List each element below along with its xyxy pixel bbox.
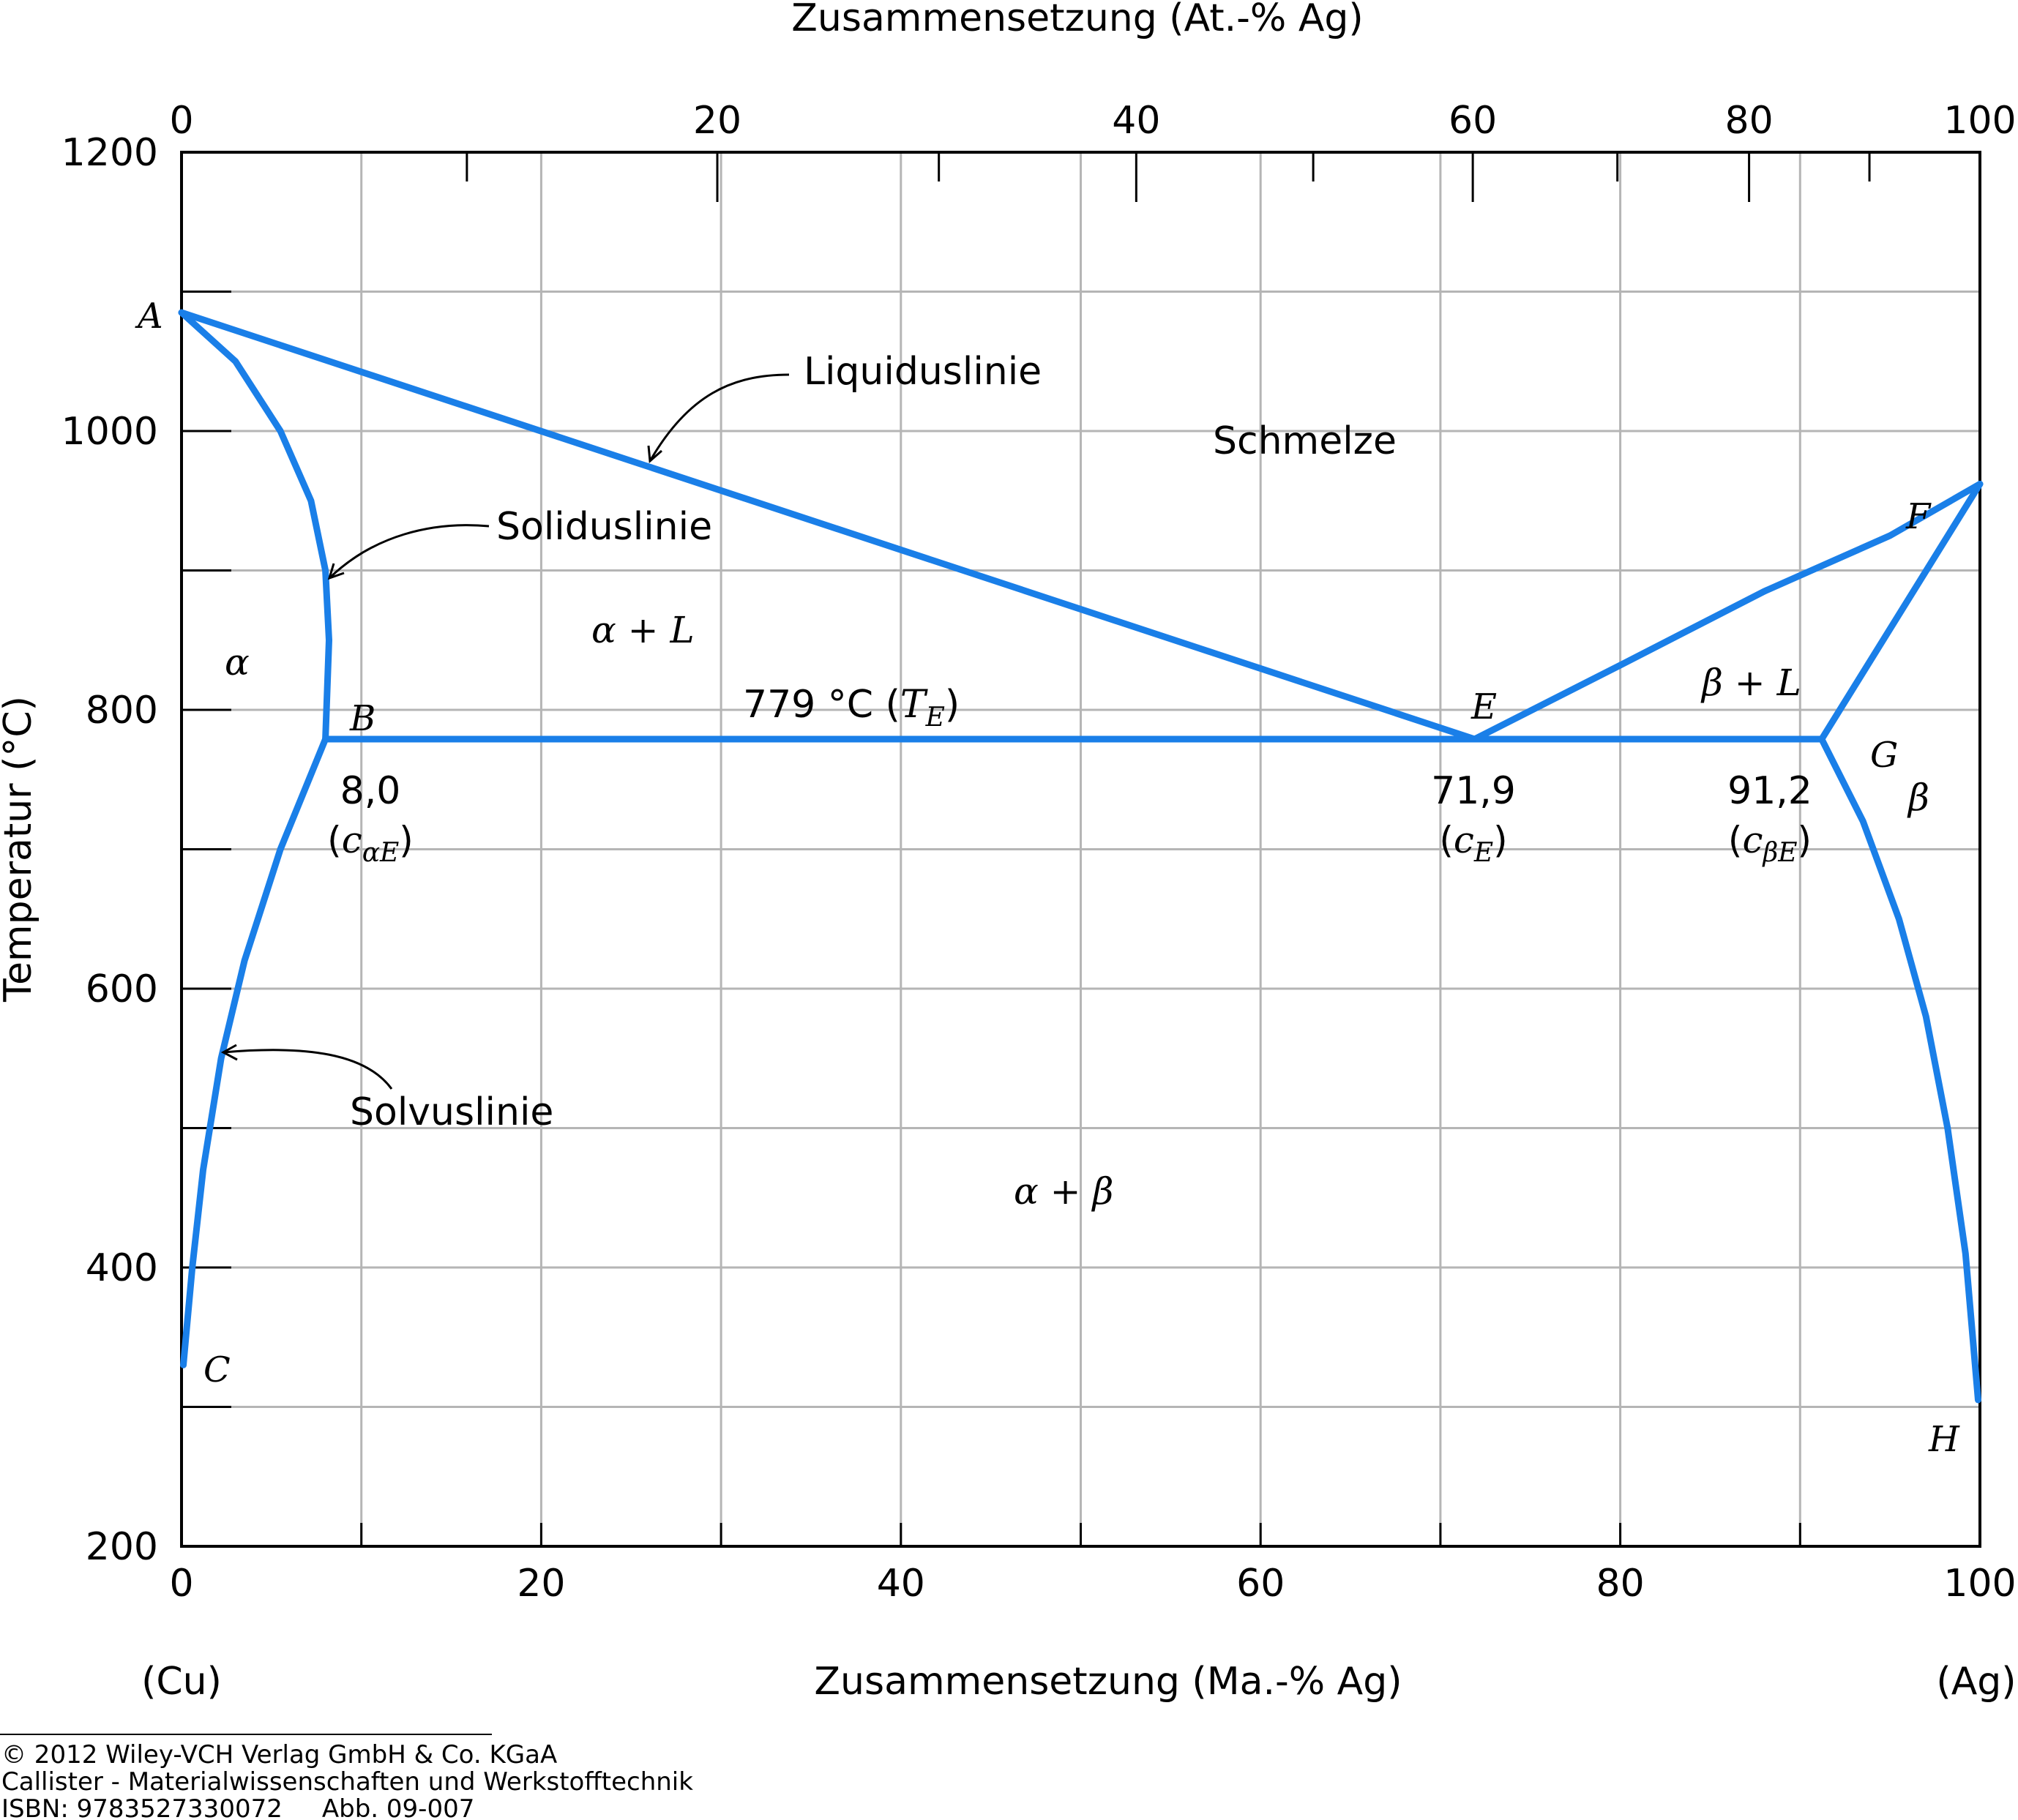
liquidus-pointer-arrow bbox=[649, 373, 790, 462]
composition-symbol-beta-letter: c bbox=[1742, 819, 1763, 861]
solidus-pointer-arrowhead bbox=[327, 563, 345, 580]
composition-symbol-alpha-subscript: αE bbox=[362, 838, 400, 868]
point-label-e: E bbox=[1470, 686, 1497, 727]
x-tick-label-0: 0 bbox=[169, 1562, 193, 1606]
region-label-alpha-liquid: α + L bbox=[591, 609, 695, 651]
composition-symbol-alpha: (cαE) bbox=[327, 819, 414, 868]
x2-tick-label-0: 0 bbox=[169, 99, 193, 143]
x-axis-title: Zusammensetzung (Ma.-% Ag) bbox=[814, 1660, 1402, 1704]
x-tick-label-40: 40 bbox=[877, 1562, 925, 1606]
x-tick-label-60: 60 bbox=[1236, 1562, 1285, 1606]
region-label-beta-liquid: β + L bbox=[1700, 662, 1801, 704]
eutectic-temperature-close-paren: ) bbox=[945, 683, 960, 727]
x2-tick-label-80: 80 bbox=[1724, 99, 1773, 143]
eutectic-temperature-label: 779 °C (TE) bbox=[743, 683, 960, 733]
point-label-g: G bbox=[1870, 735, 1898, 776]
line-label-solidus: Soliduslinie bbox=[496, 505, 712, 549]
x-end-label-cu: (Cu) bbox=[141, 1660, 222, 1704]
liquidus-pointer-arrowhead bbox=[647, 445, 662, 464]
grid-layer bbox=[182, 152, 1980, 1546]
eutectic-temperature-open-paren: ( bbox=[873, 683, 900, 727]
phase-line-liquiduslinie-0 bbox=[178, 309, 1479, 743]
phase-line-solvuslinie-6 bbox=[1818, 735, 1981, 1404]
point-label-b: B bbox=[349, 698, 375, 739]
eutectic-temperature-value: 779 °C bbox=[743, 683, 873, 727]
series-layer bbox=[178, 309, 1984, 1404]
phase-line-soliduslinie-2 bbox=[178, 309, 332, 743]
region-label-alpha: α bbox=[225, 641, 250, 684]
solidus-pointer-arrow bbox=[328, 524, 490, 580]
eutectic-temperature-subscript: E bbox=[925, 703, 945, 733]
phase-line-liquiduslinie-1 bbox=[1471, 480, 1984, 743]
composition-symbol-alpha-letter: c bbox=[342, 819, 362, 861]
top-axis-title: Zusammensetzung (At.-% Ag) bbox=[791, 0, 1363, 40]
x2-tick-label-100: 100 bbox=[1943, 99, 2016, 143]
x-end-label-ag: (Ag) bbox=[1936, 1660, 2016, 1704]
credits-line-1: © 2012 Wiley-VCH Verlag GmbH & Co. KGaA bbox=[1, 1740, 557, 1770]
y-tick-label-1200: 1200 bbox=[61, 131, 158, 175]
composition-value-eutectic: 71,9 bbox=[1431, 769, 1516, 813]
line-label-solvus: Solvuslinie bbox=[350, 1090, 553, 1134]
x2-tick-label-40: 40 bbox=[1112, 99, 1160, 143]
tick-label-layer: 0 20 40 60 80 1000 20 40 60 80 1002004006008001000… bbox=[61, 99, 2017, 1606]
phase-line-solvuslinie-5 bbox=[180, 735, 329, 1368]
tick-layer bbox=[182, 152, 1871, 1546]
region-label-liquid: Schmelze bbox=[1213, 419, 1397, 463]
y-tick-label-600: 600 bbox=[86, 967, 158, 1011]
x-tick-label-100: 100 bbox=[1943, 1562, 2016, 1606]
composition-symbol-eutectic: (cE) bbox=[1439, 819, 1507, 868]
credits-line-2: Callister - Materialwissenschaften und W… bbox=[1, 1767, 693, 1797]
region-label-beta: β bbox=[1907, 776, 1929, 819]
x-tick-label-80: 80 bbox=[1596, 1562, 1645, 1606]
composition-symbol-eutectic-subscript: E bbox=[1473, 838, 1493, 868]
x2-tick-label-20: 20 bbox=[693, 99, 741, 143]
eutectic-temperature-symbol: T bbox=[900, 683, 928, 727]
point-label-a: A bbox=[135, 296, 163, 337]
point-label-h: H bbox=[1928, 1419, 1960, 1460]
x-tick-label-20: 20 bbox=[517, 1562, 565, 1606]
composition-value-beta: 91,2 bbox=[1727, 769, 1812, 813]
point-label-f: F bbox=[1905, 496, 1932, 537]
y-tick-label-400: 400 bbox=[86, 1246, 158, 1290]
phase-line-soliduslinie-3 bbox=[1818, 480, 1984, 743]
credits-line-3: ISBN: 9783527330072 Abb. 09-007 bbox=[1, 1794, 474, 1820]
y-tick-label-800: 800 bbox=[86, 689, 158, 733]
solvus-pointer-arrow bbox=[223, 1049, 393, 1090]
composition-symbol-beta-subscript: βE bbox=[1761, 838, 1797, 868]
line-label-liquidus: Liquiduslinie bbox=[804, 350, 1042, 394]
y-tick-label-1000: 1000 bbox=[61, 410, 158, 454]
region-label-alpha-beta: α + β bbox=[1014, 1170, 1113, 1213]
composition-value-alpha: 8,0 bbox=[340, 769, 401, 813]
point-label-c: C bbox=[203, 1349, 231, 1390]
composition-symbol-beta: (cβE) bbox=[1728, 819, 1812, 868]
solvus-pointer-arrowhead bbox=[220, 1044, 238, 1061]
composition-symbol-eutectic-letter: c bbox=[1454, 819, 1474, 861]
y-axis-title: Temperatur (°C) bbox=[0, 696, 40, 1003]
y-tick-label-200: 200 bbox=[86, 1525, 158, 1569]
plot-frame bbox=[180, 151, 1981, 1548]
x2-tick-label-60: 60 bbox=[1449, 99, 1497, 143]
